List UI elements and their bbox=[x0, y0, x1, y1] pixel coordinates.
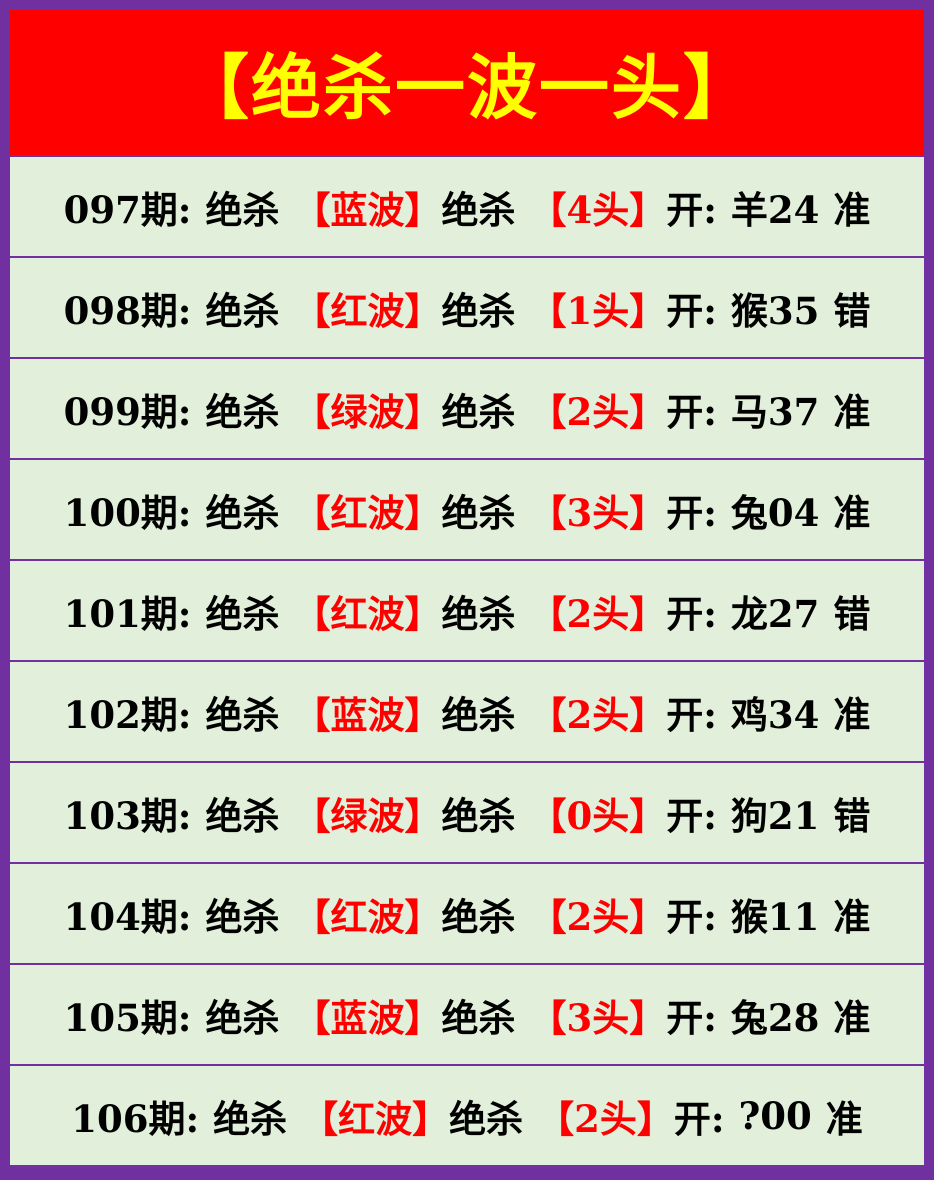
table-row: 099期: 绝杀 【绿波】 绝杀 【2头】 开: 马37 准 bbox=[10, 359, 924, 458]
wave-value: 【红波】 bbox=[293, 490, 442, 535]
kill-label: 绝杀 bbox=[205, 591, 280, 636]
kill-label: 绝杀 bbox=[213, 1096, 288, 1141]
period-label: 098期: bbox=[63, 288, 192, 333]
period-label: 097期: bbox=[63, 187, 192, 232]
period-label: 103期: bbox=[63, 793, 192, 838]
period-label: 102期: bbox=[63, 692, 192, 737]
head-value: 【2头】 bbox=[529, 894, 667, 939]
kill-label: 绝杀 bbox=[205, 389, 280, 434]
kill-label: 绝杀 bbox=[205, 793, 280, 838]
result-value: ?00 bbox=[738, 1093, 812, 1138]
wave-value: 【红波】 bbox=[301, 1096, 450, 1141]
wave-value: 【绿波】 bbox=[293, 793, 442, 838]
period-label: 105期: bbox=[63, 995, 192, 1040]
period-label: 101期: bbox=[63, 591, 192, 636]
wave-value: 【蓝波】 bbox=[293, 187, 442, 232]
kill-label: 绝杀 bbox=[205, 894, 280, 939]
head-value: 【2头】 bbox=[529, 591, 667, 636]
open-label: 开: bbox=[666, 591, 717, 636]
head-value: 【0头】 bbox=[529, 793, 667, 838]
open-label: 开: bbox=[666, 288, 717, 333]
table-row: 097期: 绝杀 【蓝波】 绝杀 【4头】 开: 羊24 准 bbox=[10, 157, 924, 256]
kill-label: 绝杀 bbox=[441, 591, 516, 636]
verdict-value: 准 bbox=[833, 995, 871, 1040]
result-value: 猴11 bbox=[730, 894, 820, 939]
kill-label: 绝杀 bbox=[441, 490, 516, 535]
prediction-table: 【绝杀一波一头】 097期: 绝杀 【蓝波】 绝杀 【4头】 开: 羊24 准 098期: 绝杀【… bbox=[10, 10, 924, 1168]
table-row: 103期: 绝杀 【绿波】 绝杀 【0头】 开: 狗21 错 bbox=[10, 763, 924, 862]
open-label: 开: bbox=[673, 1096, 725, 1141]
wave-value: 【蓝波】 bbox=[293, 995, 442, 1040]
result-value: 猴35 bbox=[730, 288, 820, 333]
table-row: 098期: 绝杀 【红波】 绝杀 【1头】 开: 猴35 错 bbox=[10, 258, 924, 357]
table-row: 102期: 绝杀 【蓝波】 绝杀 【2头】 开: 鸡34 准 bbox=[10, 662, 924, 761]
wave-value: 【红波】 bbox=[293, 591, 442, 636]
kill-label: 绝杀 bbox=[449, 1096, 524, 1141]
kill-label: 绝杀 bbox=[205, 187, 280, 232]
verdict-value: 错 bbox=[833, 591, 871, 636]
kill-label: 绝杀 bbox=[441, 692, 516, 737]
head-value: 【2头】 bbox=[529, 692, 667, 737]
kill-label: 绝杀 bbox=[205, 995, 280, 1040]
kill-label: 绝杀 bbox=[441, 995, 516, 1040]
kill-label: 绝杀 bbox=[441, 288, 516, 333]
open-label: 开: bbox=[666, 995, 717, 1040]
kill-label: 绝杀 bbox=[441, 389, 516, 434]
head-value: 【3头】 bbox=[529, 995, 667, 1040]
period-label: 106期: bbox=[71, 1096, 200, 1141]
result-value: 狗21 bbox=[730, 793, 820, 838]
result-value: 兔28 bbox=[730, 995, 820, 1040]
table-row: 101期: 绝杀 【红波】 绝杀 【2头】 开: 龙27 错 bbox=[10, 561, 924, 660]
page-title: 【绝杀一波一头】 bbox=[10, 10, 924, 155]
table-row: 105期: 绝杀 【蓝波】 绝杀 【3头】 开: 兔28 准 bbox=[10, 965, 924, 1064]
kill-label: 绝杀 bbox=[441, 187, 516, 232]
head-value: 【3头】 bbox=[529, 490, 667, 535]
kill-label: 绝杀 bbox=[205, 692, 280, 737]
head-value: 【1头】 bbox=[529, 288, 667, 333]
verdict-value: 错 bbox=[833, 793, 871, 838]
result-value: 羊24 bbox=[730, 187, 820, 232]
result-value: 兔04 bbox=[730, 490, 820, 535]
kill-label: 绝杀 bbox=[441, 793, 516, 838]
table-row: 106期: 绝杀 【红波】 绝杀 【2头】 开: ?00 准 bbox=[10, 1066, 924, 1165]
kill-label: 绝杀 bbox=[441, 894, 516, 939]
verdict-value: 准 bbox=[833, 490, 871, 535]
table-row: 104期: 绝杀 【红波】 绝杀 【2头】 开: 猴11 准 bbox=[10, 864, 924, 963]
verdict-value: 准 bbox=[833, 187, 871, 232]
verdict-value: 错 bbox=[833, 288, 871, 333]
head-value: 【4头】 bbox=[529, 187, 667, 232]
verdict-value: 准 bbox=[833, 894, 871, 939]
verdict-value: 准 bbox=[833, 692, 871, 737]
period-label: 100期: bbox=[63, 490, 192, 535]
period-label: 104期: bbox=[63, 894, 192, 939]
open-label: 开: bbox=[666, 793, 717, 838]
period-label: 099期: bbox=[63, 389, 192, 434]
open-label: 开: bbox=[666, 490, 717, 535]
wave-value: 【蓝波】 bbox=[293, 692, 442, 737]
open-label: 开: bbox=[666, 187, 717, 232]
wave-value: 【红波】 bbox=[293, 288, 442, 333]
result-value: 马37 bbox=[730, 389, 820, 434]
verdict-value: 准 bbox=[833, 389, 871, 434]
head-value: 【2头】 bbox=[529, 389, 667, 434]
open-label: 开: bbox=[666, 389, 717, 434]
verdict-value: 准 bbox=[825, 1096, 863, 1141]
kill-label: 绝杀 bbox=[205, 288, 280, 333]
wave-value: 【绿波】 bbox=[293, 389, 442, 434]
open-label: 开: bbox=[666, 894, 717, 939]
kill-label: 绝杀 bbox=[205, 490, 280, 535]
table-row: 100期: 绝杀 【红波】 绝杀 【3头】 开: 兔04 准 bbox=[10, 460, 924, 559]
result-value: 鸡34 bbox=[730, 692, 820, 737]
wave-value: 【红波】 bbox=[293, 894, 442, 939]
result-value: 龙27 bbox=[730, 591, 820, 636]
head-value: 【2头】 bbox=[537, 1096, 674, 1141]
open-label: 开: bbox=[666, 692, 717, 737]
